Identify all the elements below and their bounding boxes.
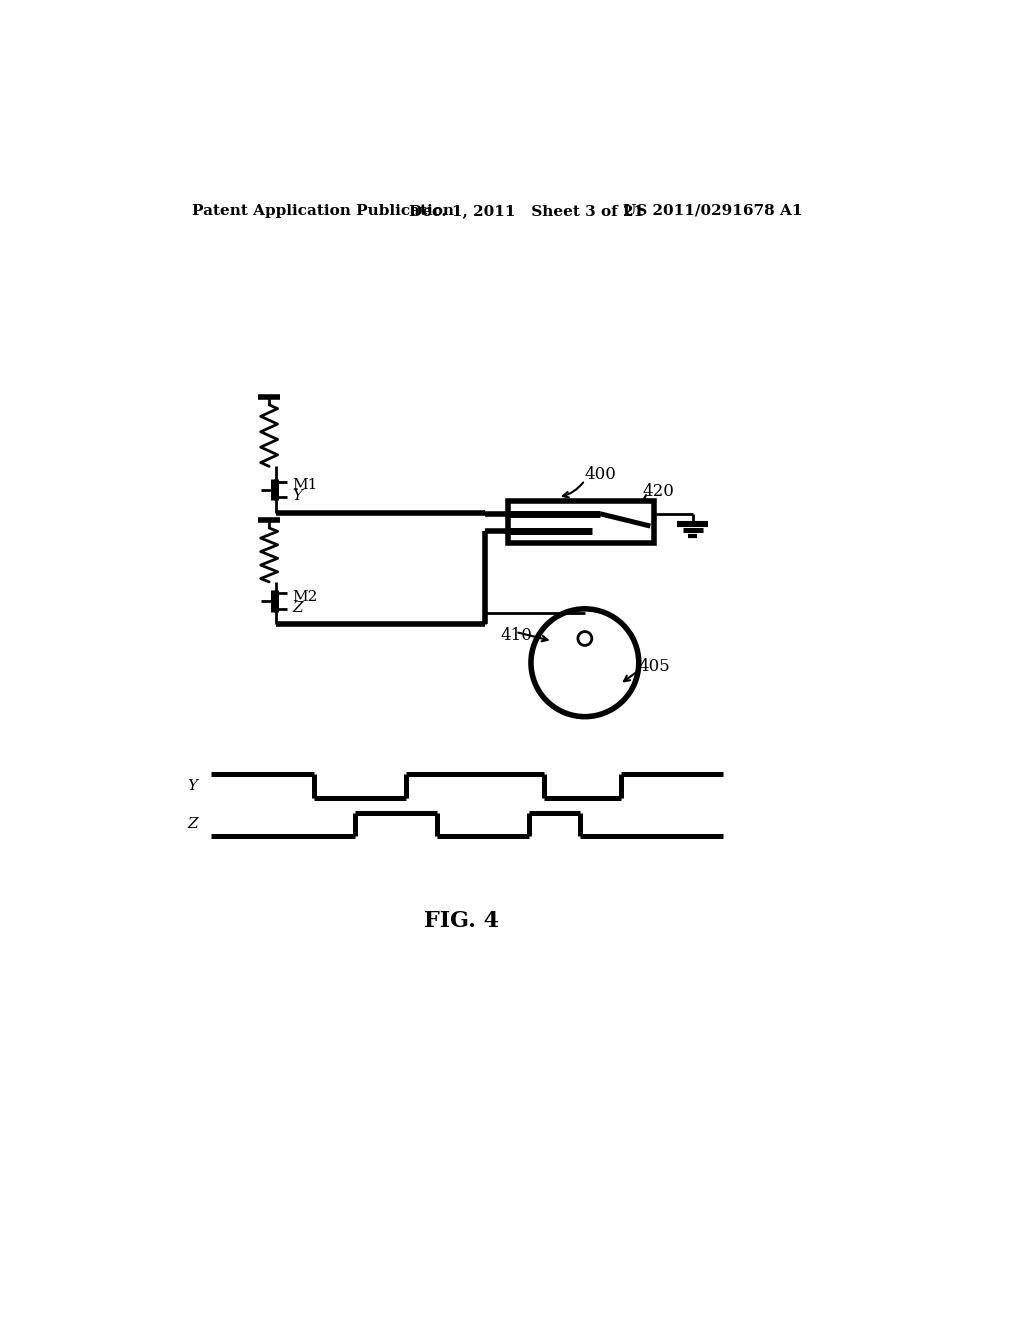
Text: FIG. 4: FIG. 4 (424, 909, 499, 932)
Text: M1: M1 (292, 478, 317, 492)
Text: Z: Z (292, 601, 303, 615)
Text: Y: Y (292, 490, 302, 503)
Text: US 2011/0291678 A1: US 2011/0291678 A1 (624, 203, 803, 218)
Circle shape (578, 631, 592, 645)
Text: 410: 410 (500, 627, 532, 644)
Bar (508, 502, 654, 544)
Text: Y: Y (187, 779, 198, 793)
Text: Patent Application Publication: Patent Application Publication (193, 203, 455, 218)
Text: M2: M2 (292, 590, 317, 603)
Text: 405: 405 (639, 659, 671, 675)
Circle shape (531, 609, 639, 717)
Text: Z: Z (187, 817, 198, 832)
Text: 400: 400 (585, 466, 616, 483)
Text: Dec. 1, 2011   Sheet 3 of 21: Dec. 1, 2011 Sheet 3 of 21 (410, 203, 644, 218)
Text: 420: 420 (643, 483, 675, 499)
